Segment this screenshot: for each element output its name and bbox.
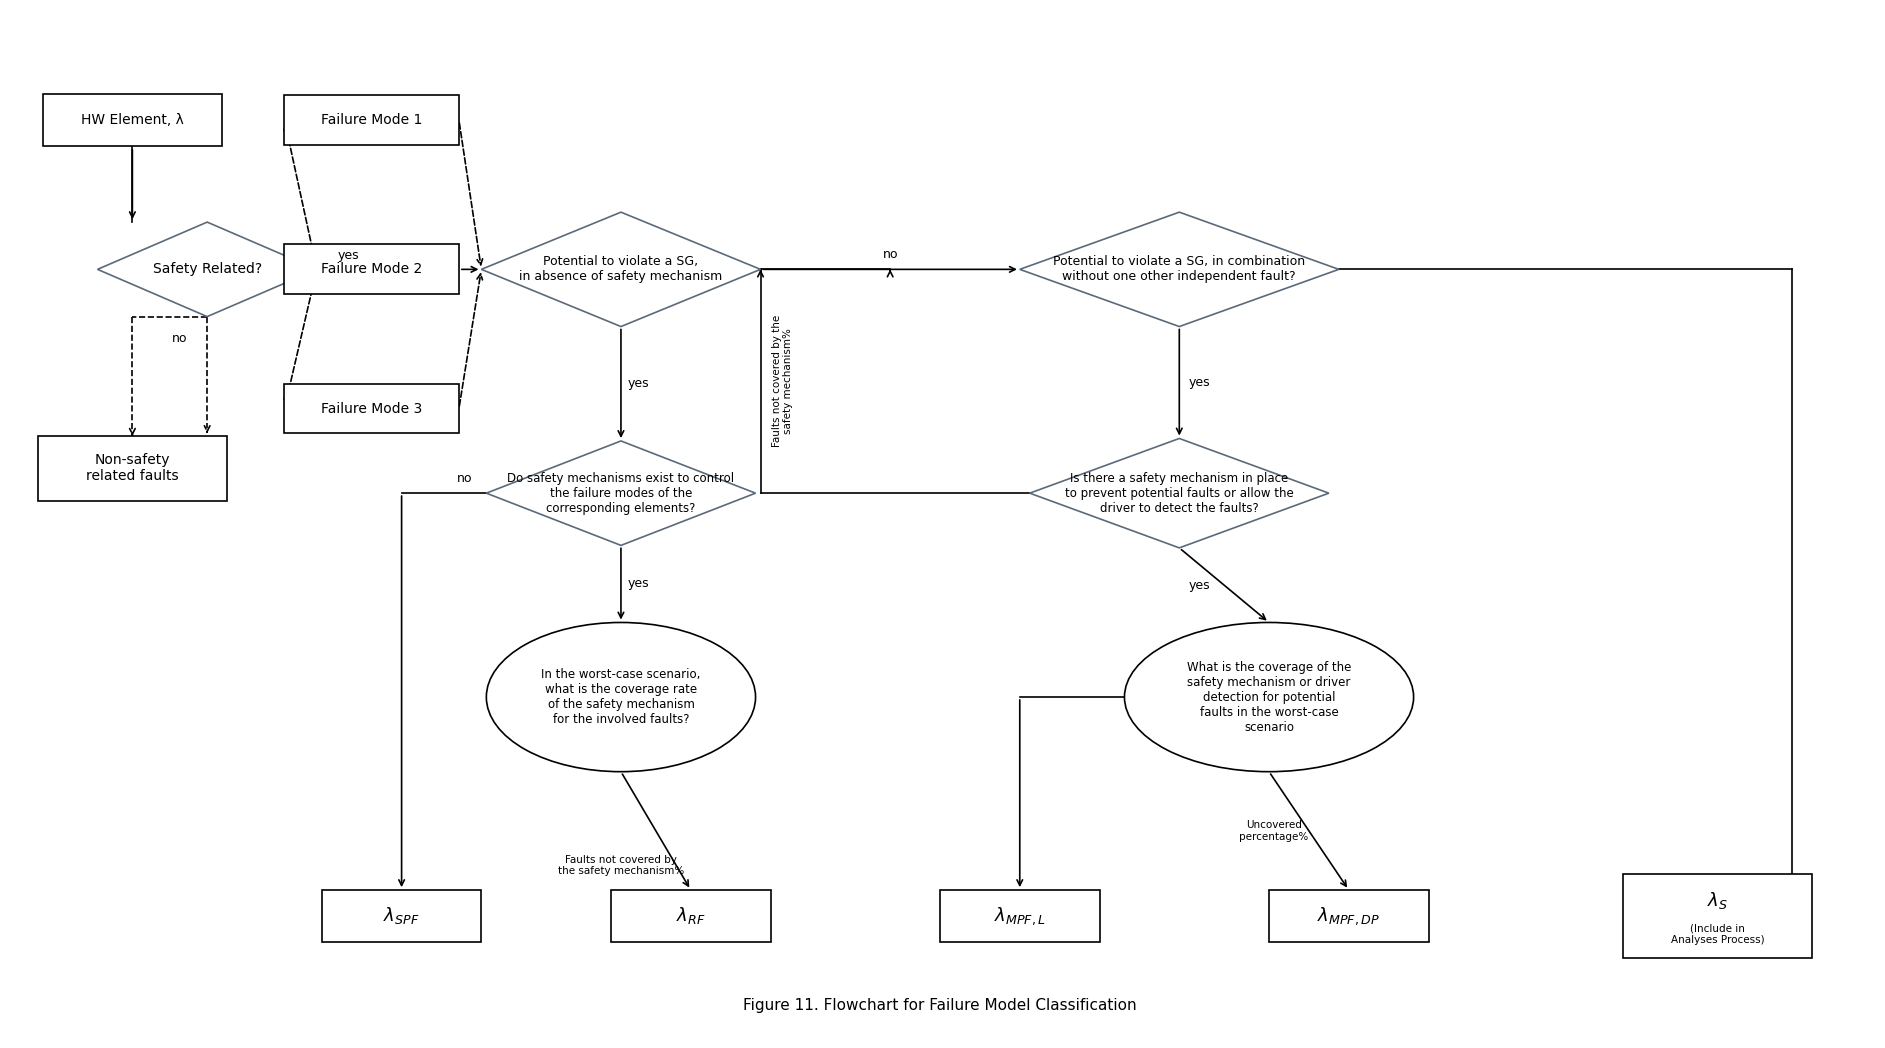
FancyBboxPatch shape bbox=[1623, 874, 1813, 958]
FancyBboxPatch shape bbox=[285, 244, 458, 294]
Text: Faults not covered by the
safety mechanism%: Faults not covered by the safety mechani… bbox=[771, 315, 794, 447]
FancyBboxPatch shape bbox=[43, 94, 222, 146]
Polygon shape bbox=[98, 222, 317, 316]
Text: Potential to violate a SG,
in absence of safety mechanism: Potential to violate a SG, in absence of… bbox=[520, 256, 722, 283]
Ellipse shape bbox=[486, 623, 756, 771]
Text: Non-safety
related faults: Non-safety related faults bbox=[87, 453, 179, 483]
Text: What is the coverage of the
safety mechanism or driver
detection for potential
f: What is the coverage of the safety mecha… bbox=[1188, 660, 1352, 734]
Text: (Include in
Analyses Process): (Include in Analyses Process) bbox=[1670, 923, 1764, 944]
FancyBboxPatch shape bbox=[285, 95, 458, 145]
Text: no: no bbox=[882, 248, 897, 261]
Text: Do safety mechanisms exist to control
the failure modes of the
corresponding ele: Do safety mechanisms exist to control th… bbox=[507, 472, 735, 515]
Ellipse shape bbox=[1125, 623, 1414, 771]
Text: $\lambda_{MPF,DP}$: $\lambda_{MPF,DP}$ bbox=[1318, 905, 1380, 926]
Text: $\lambda_{SPF}$: $\lambda_{SPF}$ bbox=[383, 905, 420, 926]
Text: Failure Mode 2: Failure Mode 2 bbox=[320, 262, 422, 277]
Text: yes: yes bbox=[628, 577, 650, 590]
Text: yes: yes bbox=[628, 377, 650, 390]
Text: Failure Mode 3: Failure Mode 3 bbox=[320, 401, 422, 416]
Text: $\lambda_{RF}$: $\lambda_{RF}$ bbox=[677, 905, 705, 926]
Text: yes: yes bbox=[337, 249, 360, 262]
Polygon shape bbox=[481, 212, 760, 327]
Text: no: no bbox=[456, 472, 471, 485]
Polygon shape bbox=[486, 441, 756, 545]
Text: HW Element, λ: HW Element, λ bbox=[81, 113, 185, 127]
Text: Safety Related?: Safety Related? bbox=[153, 262, 262, 277]
Text: Potential to violate a SG, in combination
without one other independent fault?: Potential to violate a SG, in combinatio… bbox=[1054, 256, 1306, 283]
FancyBboxPatch shape bbox=[941, 890, 1099, 942]
FancyBboxPatch shape bbox=[38, 436, 226, 501]
Text: In the worst-case scenario,
what is the coverage rate
of the safety mechanism
fo: In the worst-case scenario, what is the … bbox=[541, 668, 701, 726]
Text: $\lambda_{MPF,L}$: $\lambda_{MPF,L}$ bbox=[993, 905, 1046, 926]
Text: yes: yes bbox=[1188, 578, 1210, 592]
FancyBboxPatch shape bbox=[611, 890, 771, 942]
Text: Uncovered
percentage%: Uncovered percentage% bbox=[1240, 821, 1308, 842]
Text: yes: yes bbox=[1188, 376, 1210, 389]
Text: no: no bbox=[172, 332, 187, 345]
Text: Faults not covered by
the safety mechanism%: Faults not covered by the safety mechani… bbox=[558, 855, 684, 876]
FancyBboxPatch shape bbox=[322, 890, 481, 942]
Polygon shape bbox=[1020, 212, 1338, 327]
FancyBboxPatch shape bbox=[285, 384, 458, 434]
Text: $\lambda_{S}$: $\lambda_{S}$ bbox=[1708, 891, 1729, 912]
FancyBboxPatch shape bbox=[1269, 890, 1429, 942]
Text: Figure 11. Flowchart for Failure Model Classification: Figure 11. Flowchart for Failure Model C… bbox=[743, 998, 1137, 1013]
Text: Is there a safety mechanism in place
to prevent potential faults or allow the
dr: Is there a safety mechanism in place to … bbox=[1065, 472, 1293, 515]
Polygon shape bbox=[1029, 438, 1329, 548]
Text: Failure Mode 1: Failure Mode 1 bbox=[320, 113, 422, 127]
